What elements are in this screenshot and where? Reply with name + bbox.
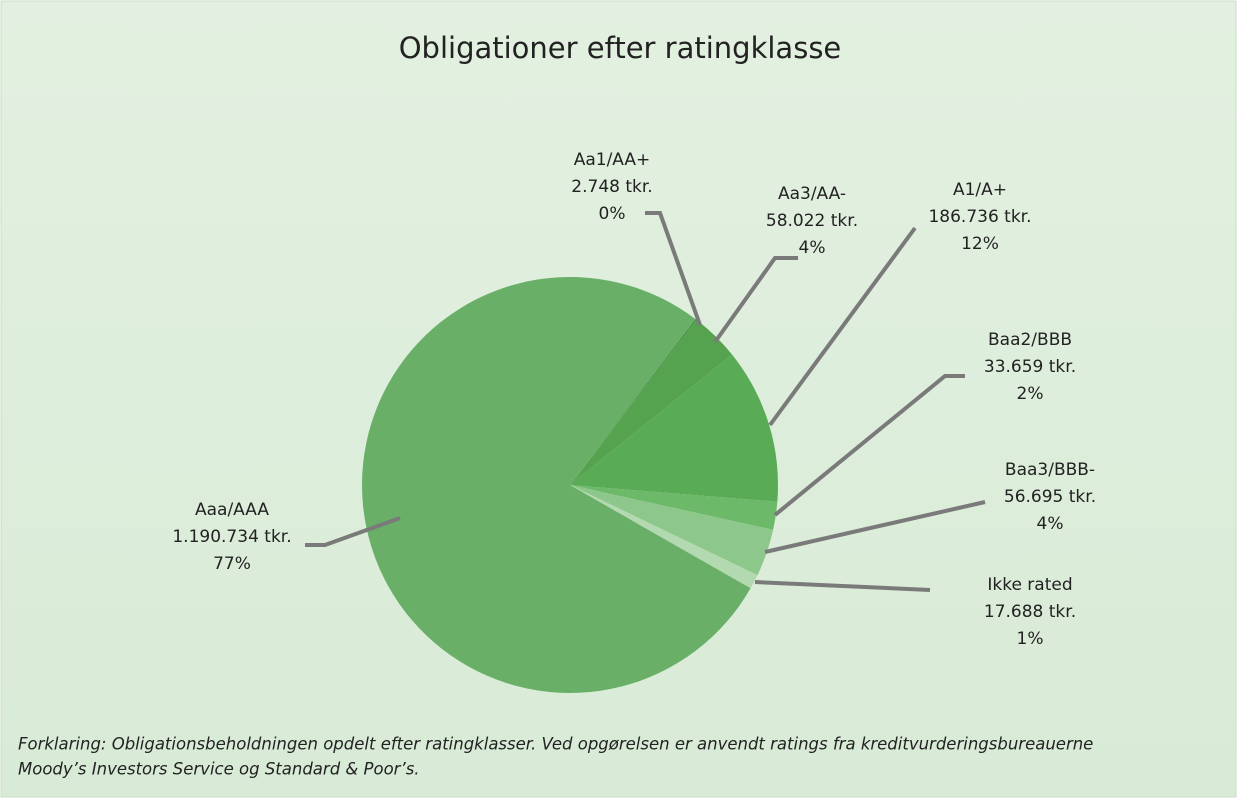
pie-slice (570, 320, 732, 485)
slice-label: Aa3/AA- (778, 184, 846, 204)
slice-value: 33.659 tkr. (984, 357, 1076, 377)
footnote: Forklaring: Obligationsbeholdningen opde… (18, 735, 1093, 754)
footnote: Moody’s Investors Service og Standard & … (18, 760, 420, 779)
pie-slice (362, 277, 751, 693)
slice-label: Baa3/BBB- (1005, 460, 1095, 480)
slice-value: 186.736 tkr. (928, 207, 1031, 227)
slice-label: Baa2/BBB (988, 330, 1072, 350)
slice-value: 56.695 tkr. (1004, 487, 1096, 507)
slice-label: Aaa/AAA (195, 500, 269, 520)
leader-line (754, 580, 931, 592)
slice-label: Aa1/AA+ (574, 150, 651, 170)
leader-line (773, 374, 965, 517)
slice-percent: 4% (1037, 514, 1064, 534)
leader-line (305, 516, 401, 547)
leader-line (713, 256, 798, 344)
pie-slice (570, 354, 779, 502)
slice-label: A1/A+ (953, 180, 1007, 200)
leader-line (645, 211, 702, 326)
leader-line (764, 500, 986, 554)
slice-label: Ikke rated (987, 575, 1072, 595)
slice-percent: 1% (1017, 629, 1044, 649)
slice-percent: 0% (599, 204, 626, 224)
pie-slice (570, 485, 778, 530)
chart-title: Obligationer efter ratingklasse (399, 31, 842, 65)
slice-value: 1.190.734 tkr. (172, 527, 291, 547)
slice-percent: 2% (1017, 384, 1044, 404)
slice-percent: 77% (213, 554, 251, 574)
leader-line (768, 226, 917, 427)
pie-slice (570, 485, 774, 576)
slice-value: 17.688 tkr. (984, 602, 1076, 622)
pie-slice (570, 485, 758, 589)
slice-value: 2.748 tkr. (571, 177, 652, 197)
slice-percent: 12% (961, 234, 999, 254)
slice-percent: 4% (799, 238, 826, 258)
slice-value: 58.022 tkr. (766, 211, 858, 231)
pie-slice (570, 318, 698, 485)
